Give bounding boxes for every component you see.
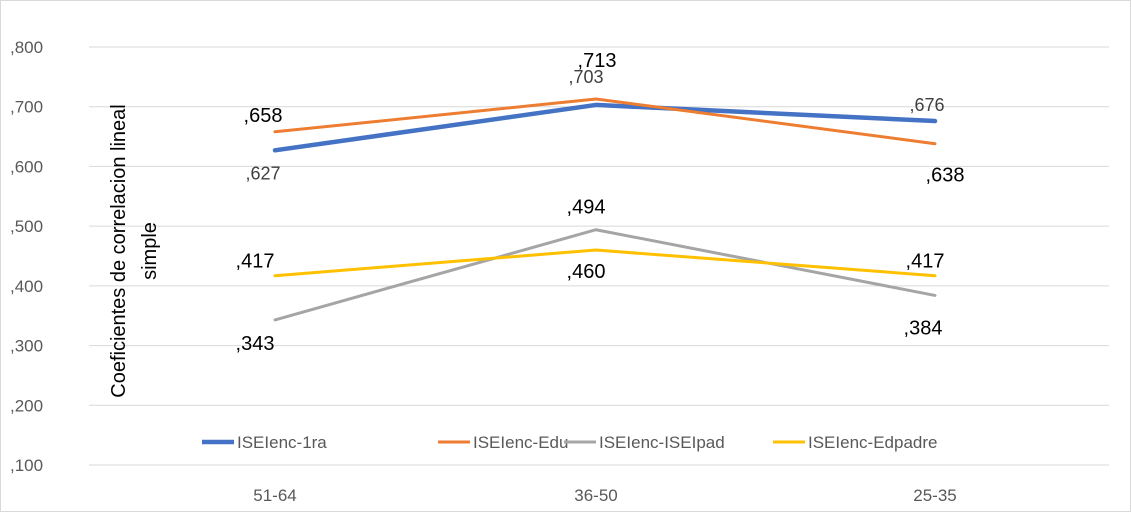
data-label: ,384 bbox=[904, 317, 943, 339]
data-label: ,676 bbox=[909, 95, 944, 115]
series-line bbox=[272, 102, 938, 153]
data-label: ,460 bbox=[567, 261, 606, 283]
legend: ISEIenc-1ra ISEIenc-Edu ISEIenc-ISEIpad ISE… bbox=[202, 433, 937, 452]
y-tick-label: ,400 bbox=[10, 277, 43, 296]
y-axis-title: Coeficientes de correlacion lineal simple bbox=[108, 104, 161, 398]
x-tick-label: 36-50 bbox=[574, 486, 617, 505]
y-axis-ticks: ,100 ,200 ,300 ,400 ,500 ,600 ,700 ,800 bbox=[10, 38, 43, 475]
legend-label: ISEIenc-Edpadre bbox=[808, 433, 937, 452]
data-label: ,627 bbox=[245, 163, 280, 183]
x-tick-label: 51-64 bbox=[253, 486, 296, 505]
series-lines bbox=[272, 97, 938, 322]
y-tick-label: ,300 bbox=[10, 337, 43, 356]
y-tick-label: ,200 bbox=[10, 396, 43, 415]
legend-label: ISEIenc-1ra bbox=[237, 433, 327, 452]
y-axis-title-line: Coeficientes de correlacion lineal bbox=[108, 104, 130, 398]
y-tick-label: ,600 bbox=[10, 157, 43, 176]
y-tick-label: ,800 bbox=[10, 38, 43, 57]
data-label: ,417 bbox=[236, 251, 275, 273]
gridlines bbox=[89, 46, 1109, 466]
data-label: ,703 bbox=[568, 67, 603, 87]
y-tick-label: ,500 bbox=[10, 217, 43, 236]
data-labels: ,627 ,703 ,676 ,658 ,713 ,638 ,343 ,494 ,384 ,417… bbox=[236, 50, 965, 355]
y-tick-label: ,100 bbox=[10, 456, 43, 475]
data-label: ,658 bbox=[244, 105, 283, 127]
series-line bbox=[273, 228, 937, 322]
legend-label: ISEIenc-Edu bbox=[473, 433, 568, 452]
x-axis-ticks: 51-64 36-50 25-35 bbox=[253, 486, 956, 505]
data-label: ,713 bbox=[578, 50, 617, 72]
series-line bbox=[273, 97, 937, 146]
data-label: ,343 bbox=[236, 333, 275, 355]
x-tick-label: 25-35 bbox=[913, 486, 956, 505]
series-line bbox=[273, 248, 937, 278]
y-tick-label: ,700 bbox=[10, 98, 43, 117]
data-label: ,417 bbox=[906, 251, 945, 273]
data-label: ,638 bbox=[926, 165, 965, 187]
legend-label: ISEIenc-ISEIpad bbox=[599, 433, 725, 452]
data-label: ,494 bbox=[567, 197, 606, 219]
y-axis-title-line: simple bbox=[139, 222, 161, 280]
